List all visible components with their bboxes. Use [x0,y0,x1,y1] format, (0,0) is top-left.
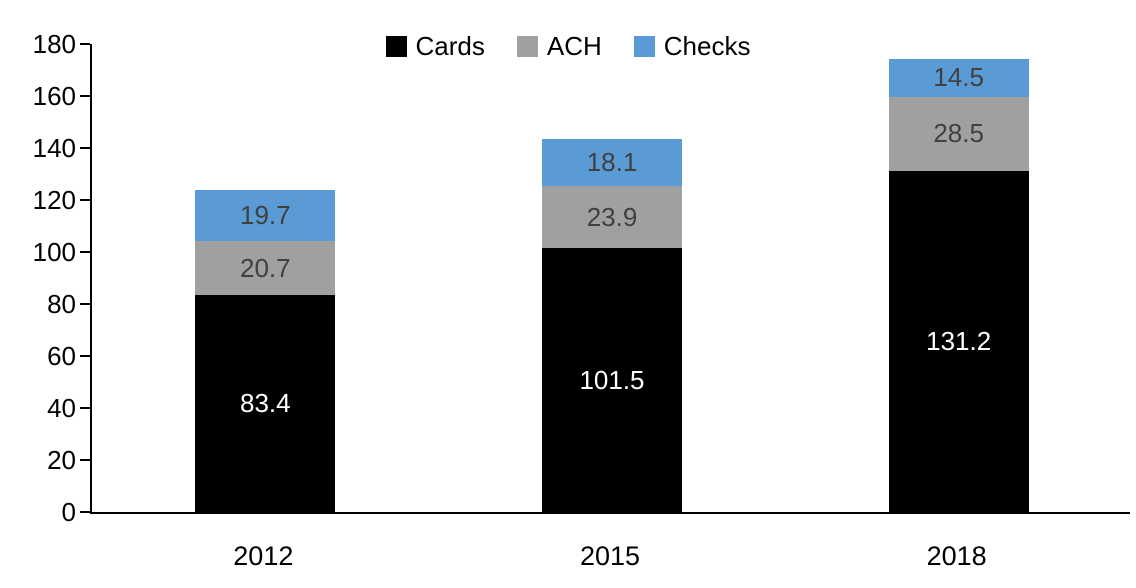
legend-label: ACH [546,31,602,61]
segment-checks-2018[interactable]: 14.5 [888,59,1029,97]
data-label: 19.7 [240,200,291,231]
y-axis-tick [80,511,90,513]
y-axis-tick [80,251,90,253]
y-axis-tick-label: 0 [61,497,76,527]
y-axis-tick-label: 40 [47,393,76,423]
y-axis-tick [80,95,90,97]
y-axis-tick [80,459,90,461]
y-axis-tick-label: 20 [47,445,76,475]
segment-ach-2018[interactable]: 28.5 [888,96,1029,171]
legend-label: Checks [663,31,751,61]
x-axis-tick-label: 2012 [233,541,294,571]
chart-legend: Cards ACH Checks [0,33,1136,59]
legend-item-cards[interactable]: Cards [385,31,485,61]
bar-2015[interactable]: 18.1 23.9 101.5 [542,138,682,512]
segment-checks-2015[interactable]: 18.1 [542,138,682,186]
data-label: 131.2 [926,325,992,356]
legend-swatch-checks [633,35,655,57]
legend-item-checks[interactable]: Checks [633,31,751,61]
x-axis-tick-label: 2018 [926,541,987,571]
data-label: 101.5 [579,364,645,395]
data-label: 14.5 [933,62,984,93]
legend-swatch-cards [385,35,407,57]
data-label: 18.1 [586,146,638,177]
y-axis-tick [80,147,90,149]
y-axis-tick [80,199,90,201]
legend-swatch-ach [516,35,538,57]
data-label: 28.5 [933,118,984,149]
y-axis-tick-label: 100 [32,237,76,267]
legend-item-ach[interactable]: ACH [516,31,602,61]
bar-2018[interactable]: 14.5 28.5 131.2 [888,59,1029,512]
data-label: 23.9 [586,201,638,232]
segment-cards-2018[interactable]: 131.2 [888,170,1029,512]
plot-area: 0 20 40 60 80 100 120 140 160 180 19.7 20.7 83.4 18.1… [33,29,1130,527]
segment-ach-2012[interactable]: 20.7 [195,241,336,296]
y-axis-tick-label: 80 [47,289,76,319]
segment-ach-2015[interactable]: 23.9 [542,185,682,249]
y-axis-tick [80,355,90,357]
segment-cards-2015[interactable]: 101.5 [542,248,682,512]
data-label: 20.7 [240,252,291,283]
x-axis-tick-label: 2015 [579,541,641,571]
legend-label: Cards [415,31,485,61]
segment-cards-2012[interactable]: 83.4 [195,295,336,512]
y-axis-tick-label: 60 [47,341,76,371]
y-axis-tick-label: 120 [32,185,76,215]
y-axis-tick [80,43,90,45]
bar-2012[interactable]: 19.7 20.7 83.4 [195,190,336,512]
y-axis-tick-label: 140 [32,133,76,163]
y-axis-tick-label: 160 [32,81,76,111]
y-axis-tick [80,303,90,305]
y-axis-tick-label: 180 [32,29,76,59]
y-axis-tick [80,407,90,409]
data-label: 83.4 [240,388,291,419]
segment-checks-2012[interactable]: 19.7 [195,190,336,242]
